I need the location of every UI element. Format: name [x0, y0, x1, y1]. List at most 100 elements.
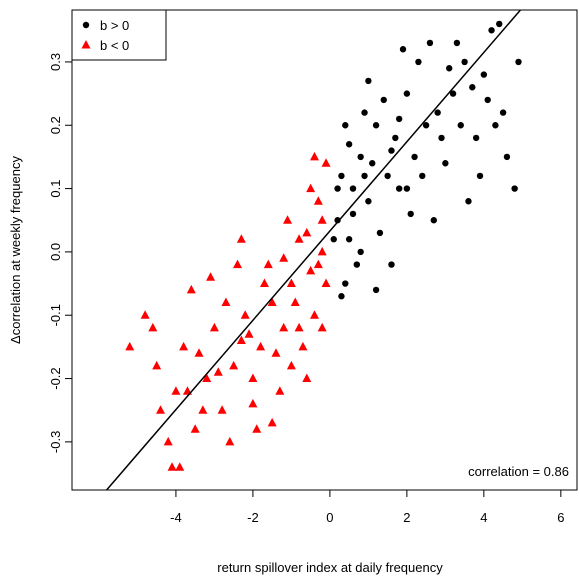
point [298, 341, 308, 351]
y-tick-label: 0.1 [48, 180, 63, 198]
point [369, 160, 376, 167]
point [167, 462, 177, 471]
x-axis-label: return spillover index at daily frequenc… [217, 560, 443, 575]
point [357, 153, 364, 161]
point [279, 253, 289, 262]
point [461, 58, 468, 66]
point [206, 272, 216, 281]
point [198, 405, 208, 414]
point [294, 322, 304, 332]
point [503, 153, 511, 161]
point [294, 234, 304, 243]
point [465, 198, 472, 205]
point [217, 405, 227, 414]
point [384, 172, 391, 180]
point [403, 90, 411, 97]
point [233, 259, 243, 269]
point [330, 236, 337, 243]
point [403, 185, 411, 192]
point [256, 341, 266, 351]
point [422, 122, 430, 129]
point [202, 373, 212, 383]
point [365, 77, 372, 85]
point [313, 196, 323, 205]
point [317, 322, 327, 332]
point [476, 172, 484, 180]
point [434, 109, 441, 116]
point [426, 39, 434, 47]
point [152, 360, 162, 370]
point [248, 373, 258, 383]
legend-marker [81, 40, 91, 49]
point [430, 217, 438, 224]
point [209, 322, 219, 332]
x-tick-label: 4 [480, 510, 487, 525]
point [221, 297, 231, 307]
point [345, 236, 353, 243]
point [248, 398, 258, 408]
point [361, 109, 368, 116]
point [349, 210, 357, 218]
point [148, 322, 158, 332]
legend-box [71, 9, 167, 61]
point [515, 58, 522, 66]
x-tick-label: -2 [247, 510, 259, 525]
point [395, 115, 403, 123]
point [338, 172, 345, 180]
point [186, 284, 196, 294]
point [309, 151, 319, 161]
point [376, 229, 384, 237]
point [438, 134, 445, 142]
point [252, 424, 262, 433]
point [306, 265, 316, 275]
point [372, 286, 380, 294]
point [349, 185, 357, 192]
point [446, 65, 453, 72]
point [392, 134, 399, 142]
y-axis-label: Δcorrelation at weekly frequency [8, 156, 23, 344]
point [380, 96, 387, 104]
point [457, 122, 464, 129]
point [365, 198, 372, 205]
point [388, 261, 395, 268]
fit-line [105, 10, 522, 490]
point [499, 109, 507, 116]
point [140, 310, 150, 319]
point [125, 341, 135, 351]
point [236, 234, 246, 243]
plot-area [105, 10, 522, 490]
point [286, 278, 296, 288]
point [225, 436, 235, 446]
y-tick-label: 0.2 [48, 116, 63, 134]
point [511, 185, 518, 192]
point [313, 259, 323, 269]
point [472, 134, 480, 142]
point [342, 280, 349, 287]
point [492, 122, 499, 129]
point [357, 248, 364, 256]
y-tick-label: -0.2 [48, 367, 63, 389]
point [302, 227, 312, 237]
legend-label: b < 0 [100, 38, 129, 53]
legend-label: b > 0 [100, 18, 129, 33]
point [267, 417, 277, 427]
point [480, 71, 488, 78]
point [496, 20, 503, 28]
legend-marker [82, 21, 90, 29]
point [229, 360, 239, 370]
point [317, 215, 327, 224]
point [179, 341, 189, 351]
point [290, 297, 300, 307]
point [453, 39, 461, 47]
point [442, 160, 449, 167]
point [334, 217, 341, 224]
point [171, 386, 181, 395]
point [345, 141, 353, 148]
point [267, 297, 277, 307]
point [488, 27, 495, 34]
point [372, 122, 380, 129]
point [156, 405, 166, 414]
plot-frame [71, 9, 578, 491]
x-tick-label: 6 [557, 510, 564, 525]
